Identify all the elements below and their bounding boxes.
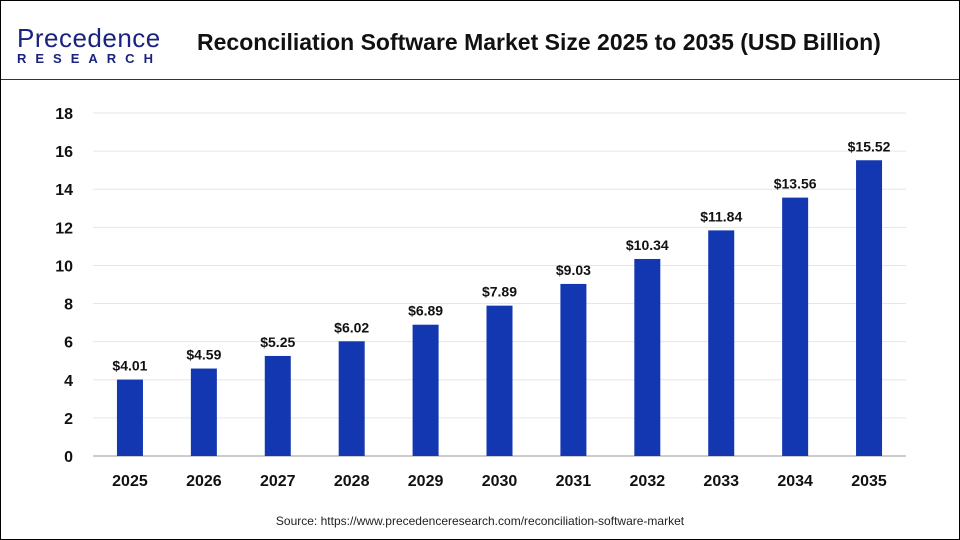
logo-subtext: RESEARCH	[17, 51, 162, 66]
bar-2034	[782, 197, 809, 456]
bar-2033	[708, 230, 735, 456]
data-label: $13.56	[774, 176, 817, 192]
y-tick-label: 4	[64, 373, 73, 390]
bar-2030	[486, 305, 513, 456]
x-tick-label: 2028	[334, 473, 370, 490]
logo-text: Precedence	[17, 23, 161, 53]
data-label: $7.89	[482, 284, 517, 300]
x-tick-label: 2033	[703, 473, 739, 490]
data-label: $10.34	[626, 237, 669, 253]
data-label: $6.02	[334, 319, 369, 335]
bar-2027	[264, 355, 291, 456]
x-tick-label: 2025	[112, 473, 148, 490]
x-tick-label: 2029	[408, 473, 444, 490]
bar-2029	[412, 324, 439, 456]
logo: Precedence RESEARCH	[17, 25, 162, 67]
x-tick-label: 2034	[777, 473, 813, 490]
x-tick-label: 2031	[556, 473, 592, 490]
y-tick-label: 0	[64, 449, 73, 466]
data-label: $4.01	[112, 358, 147, 374]
y-tick-label: 2	[64, 411, 73, 428]
x-tick-label: 2030	[482, 473, 518, 490]
x-tick-label: 2032	[630, 473, 666, 490]
bar-2032	[634, 258, 661, 456]
data-label: $4.59	[186, 347, 221, 363]
y-tick-label: 10	[55, 258, 73, 275]
y-tick-label: 14	[55, 182, 73, 199]
header: Precedence RESEARCH Reconciliation Softw…	[1, 1, 959, 80]
data-label: $15.52	[848, 138, 891, 154]
x-tick-label: 2027	[260, 473, 296, 490]
data-label: $11.84	[700, 208, 742, 224]
bar-2026	[190, 368, 217, 456]
data-label: $9.03	[556, 262, 591, 278]
data-label: $6.89	[408, 303, 443, 319]
data-label: $5.25	[260, 334, 295, 350]
x-tick-label: 2035	[851, 473, 887, 490]
bar-2025	[116, 379, 143, 456]
bar-2035	[856, 160, 883, 456]
y-tick-label: 12	[55, 220, 73, 237]
bar-2028	[338, 341, 365, 456]
y-tick-label: 8	[64, 297, 73, 314]
chart-title: Reconciliation Software Market Size 2025…	[197, 29, 881, 55]
bar-2031	[560, 283, 587, 456]
y-tick-label: 6	[64, 335, 73, 352]
x-tick-label: 2026	[186, 473, 222, 490]
y-tick-label: 18	[55, 106, 73, 123]
y-tick-label: 16	[55, 144, 73, 161]
source-note: Source: https://www.precedenceresearch.c…	[275, 514, 685, 528]
